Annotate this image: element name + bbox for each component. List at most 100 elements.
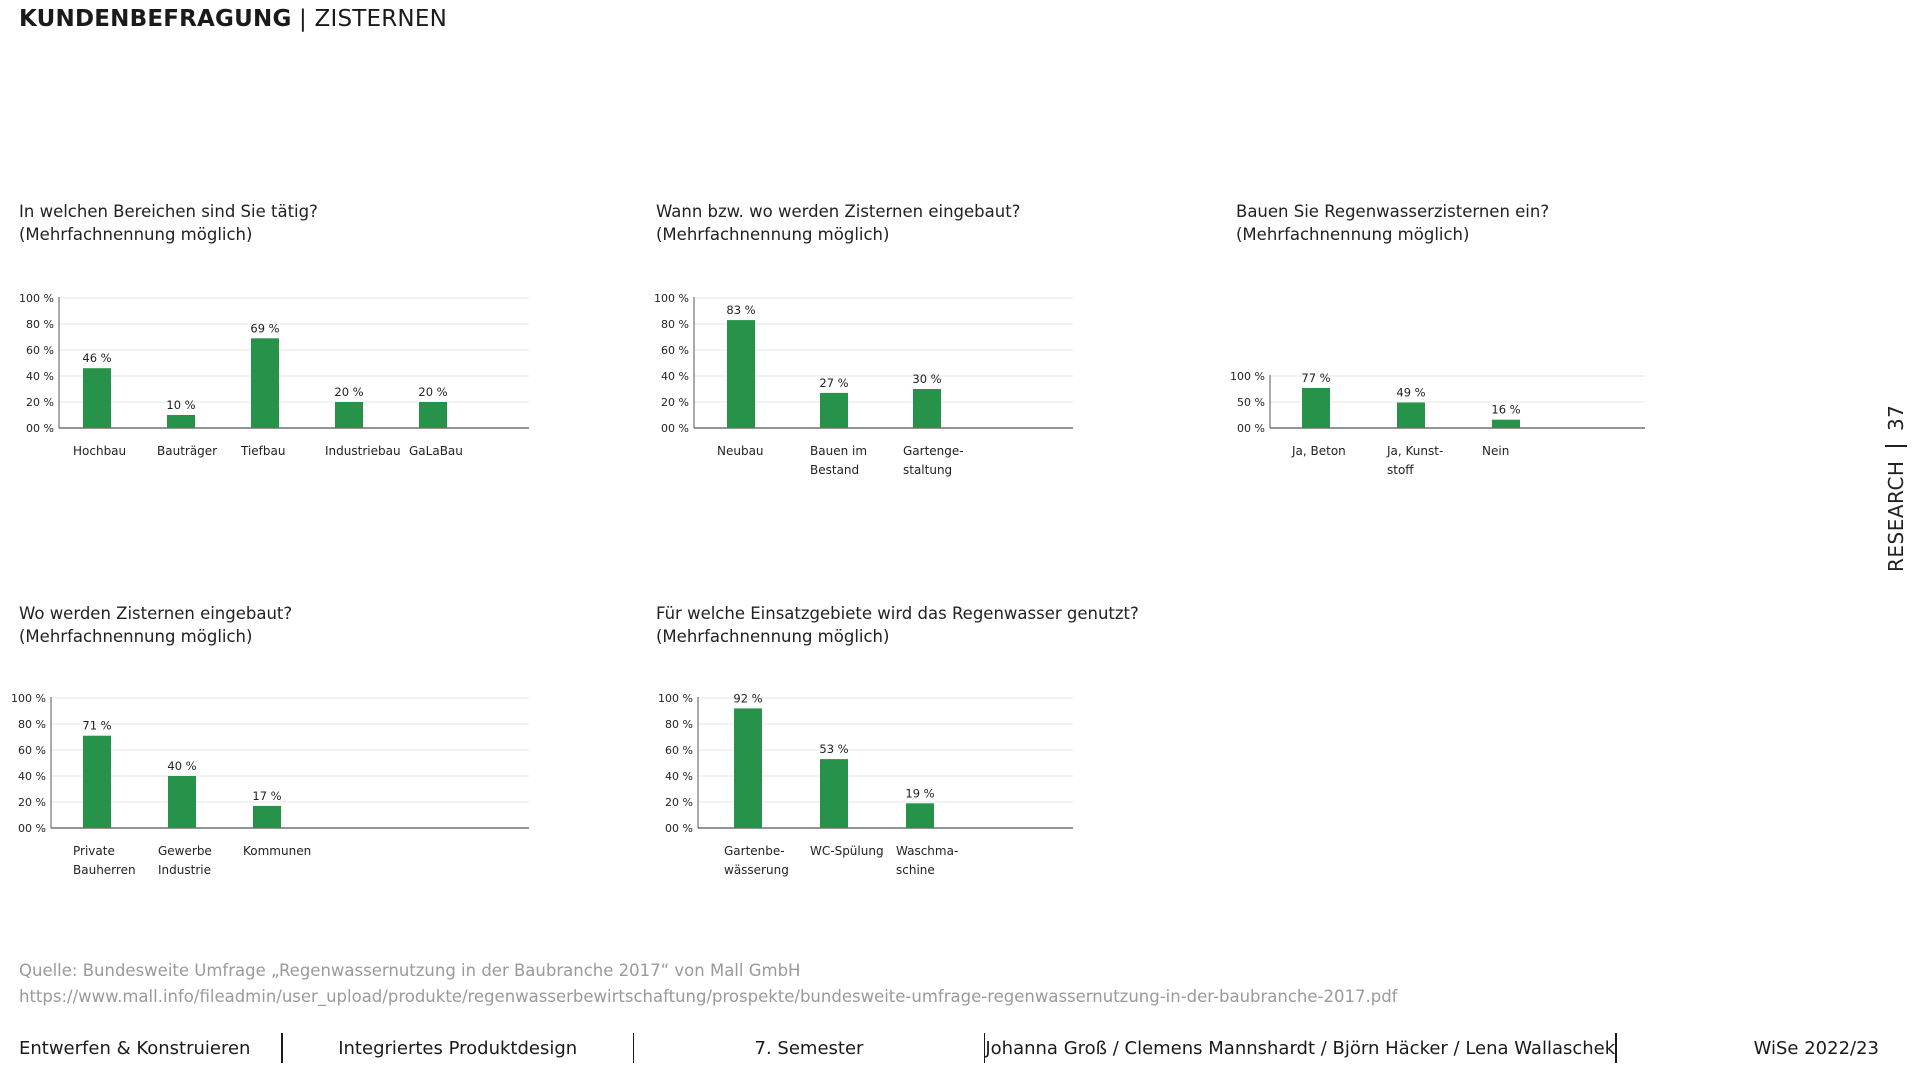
data-label: 16 %	[1491, 403, 1520, 417]
chart-einsatzgebiete: Für welche Einsatzgebiete wird das Regen…	[656, 602, 1139, 892]
chart-subtitle: (Mehrfachnennung möglich)	[1236, 225, 1470, 244]
x-tick-label: Gartenbe-	[724, 844, 785, 858]
x-tick-label: Gewerbe	[158, 844, 212, 858]
data-label: 20 %	[418, 385, 447, 399]
chart-subtitle: (Mehrfachnennung möglich)	[656, 627, 890, 646]
chart-title: In welchen Bereichen sind Sie tätig?	[19, 202, 318, 221]
x-tick-label: Bestand	[810, 463, 859, 477]
side-section-label: RESEARCH	[1884, 460, 1908, 572]
x-tick-label: Private	[73, 844, 115, 858]
y-tick-label: 00 %	[26, 422, 54, 435]
data-label: 10 %	[166, 398, 195, 412]
data-label: 46 %	[82, 351, 111, 365]
source-url[interactable]: https://www.mall.info/fileadmin/user_upl…	[19, 987, 1398, 1006]
bar	[734, 708, 762, 828]
bar	[251, 338, 279, 428]
x-tick-label: Bauen im	[810, 444, 867, 458]
x-tick-label: Waschma-	[896, 844, 958, 858]
chart-bereiche: In welchen Bereichen sind Sie tätig? (Me…	[19, 200, 559, 480]
footer-separator	[632, 1033, 635, 1063]
bar	[820, 392, 848, 428]
side-label: RESEARCH 37	[1876, 362, 1920, 572]
y-tick-label: 100 %	[19, 292, 54, 305]
chart-title-block: Wo werden Zisternen eingebaut? (Mehrfach…	[19, 602, 292, 648]
data-label: 49 %	[1396, 386, 1425, 400]
bar	[906, 803, 934, 828]
y-tick-label: 80 %	[665, 718, 693, 731]
y-tick-label: 20 %	[665, 796, 693, 809]
x-tick-label: Bauträger	[157, 444, 217, 458]
data-label: 17 %	[252, 789, 281, 803]
x-tick-label: schine	[896, 863, 935, 877]
chart-title: Für welche Einsatzgebiete wird das Regen…	[656, 604, 1139, 623]
header-separator: |	[291, 6, 315, 32]
chart-title-block: Für welche Einsatzgebiete wird das Regen…	[656, 602, 1139, 648]
data-label: 19 %	[905, 786, 934, 800]
x-tick-label: Tiefbau	[240, 444, 285, 458]
y-tick-label: 20 %	[26, 396, 54, 409]
y-tick-label: 40 %	[26, 370, 54, 383]
bar	[1397, 402, 1425, 428]
chart-title-block: Bauen Sie Regenwasserzisternen ein? (Meh…	[1236, 200, 1549, 246]
bar	[167, 415, 195, 428]
chart-subtitle: (Mehrfachnennung möglich)	[19, 627, 253, 646]
data-label: 40 %	[167, 759, 196, 773]
data-label: 53 %	[819, 742, 848, 756]
y-tick-label: 40 %	[665, 770, 693, 783]
y-tick-label: 80 %	[661, 318, 689, 331]
x-tick-label: Gartenge-	[903, 444, 964, 458]
y-tick-label: 00 %	[1237, 422, 1265, 435]
x-tick-label: staltung	[903, 463, 952, 477]
footer-course: Entwerfen & Konstruieren	[19, 1037, 251, 1059]
chart-title: Bauen Sie Regenwasserzisternen ein?	[1236, 202, 1550, 221]
chart-title: Wo werden Zisternen eingebaut?	[19, 604, 293, 623]
data-label: 69 %	[250, 321, 279, 335]
y-tick-label: 100 %	[11, 692, 46, 705]
chart-subtitle: (Mehrfachnennung möglich)	[656, 225, 890, 244]
y-tick-label: 80 %	[26, 318, 54, 331]
footer-semester: 7. Semester	[754, 1037, 864, 1059]
source-note: Quelle: Bundesweite Umfrage „Regenwasser…	[19, 958, 1397, 1010]
chart-regenwasserzisternen: Bauen Sie Regenwasserzisternen ein? (Meh…	[1230, 200, 1706, 480]
footer-program: Integriertes Produktdesign	[338, 1037, 578, 1059]
footer-separator	[281, 1033, 283, 1063]
chart-title-block: In welchen Bereichen sind Sie tätig? (Me…	[19, 200, 318, 246]
x-tick-label: Ja, Beton	[1291, 444, 1346, 458]
y-tick-label: 100 %	[658, 692, 693, 705]
side-separator	[1885, 445, 1907, 447]
bar	[820, 759, 848, 828]
y-tick-label: 100 %	[654, 292, 689, 305]
x-tick-label: Nein	[1482, 444, 1509, 458]
data-label: 92 %	[733, 691, 762, 705]
bar	[419, 402, 447, 428]
y-tick-label: 60 %	[18, 744, 46, 757]
y-tick-label: 00 %	[18, 822, 46, 835]
chart-plot: 00 % 20 % 40 % 60 % 80 % 100 % 46 % Hochbau 10 %…	[19, 292, 529, 458]
chart-plot: 00 % 20 % 40 % 60 % 80 % 100 % 71 % Private Bauh…	[11, 692, 529, 877]
footer: Entwerfen & Konstruieren Integriertes Pr…	[19, 1033, 1879, 1063]
y-tick-label: 40 %	[661, 370, 689, 383]
bar	[83, 735, 111, 828]
x-tick-label: stoff	[1387, 463, 1414, 477]
y-tick-label: 20 %	[18, 796, 46, 809]
header-title-bold: KUNDENBEFRAGUNG	[19, 6, 292, 32]
y-tick-label: 20 %	[661, 396, 689, 409]
bar	[335, 402, 363, 428]
chart-subtitle: (Mehrfachnennung möglich)	[19, 225, 253, 244]
y-tick-label: 80 %	[18, 718, 46, 731]
y-tick-label: 60 %	[661, 344, 689, 357]
bar	[1302, 387, 1330, 428]
x-tick-label: Industrie	[158, 863, 211, 877]
x-tick-label: WC-Spülung	[810, 844, 884, 858]
bar	[913, 389, 941, 428]
data-label: 20 %	[334, 385, 363, 399]
chart-einbau-wann: Wann bzw. wo werden Zisternen eingebaut?…	[654, 200, 1136, 480]
data-label: 83 %	[726, 303, 755, 317]
bar	[83, 368, 111, 428]
bar	[253, 805, 281, 828]
chart-plot: 00 % 20 % 40 % 60 % 80 % 100 % 83 % Neubau 27 % B…	[654, 292, 1073, 477]
chart-title-block: Wann bzw. wo werden Zisternen eingebaut?…	[656, 200, 1020, 246]
data-label: 27 %	[819, 376, 848, 390]
chart-plot: 00 % 20 % 40 % 60 % 80 % 100 % 92 % Gartenbe-wä…	[658, 691, 1073, 877]
bar	[168, 776, 196, 828]
